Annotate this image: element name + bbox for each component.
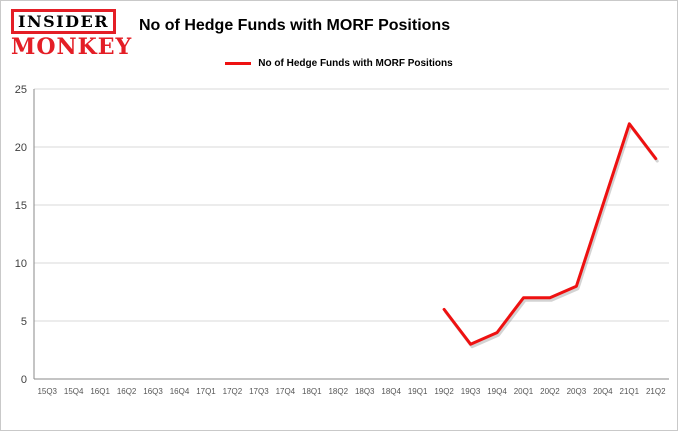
insider-monkey-logo: INSIDER MONKEY xyxy=(11,9,132,58)
x-tick-label: 17Q4 xyxy=(276,387,296,396)
x-tick-label: 19Q3 xyxy=(461,387,481,396)
series-line-shadow xyxy=(444,124,659,349)
x-tick-label: 15Q4 xyxy=(64,387,84,396)
x-tick-label: 18Q3 xyxy=(355,387,375,396)
y-tick-label: 10 xyxy=(15,258,27,270)
x-tick-label: 19Q1 xyxy=(408,387,428,396)
y-tick-label: 20 xyxy=(15,142,27,154)
gridlines-group xyxy=(34,88,669,322)
x-tick-label: 18Q4 xyxy=(381,387,401,396)
y-tick-label: 0 xyxy=(21,374,27,386)
x-axis-labels-group: 15Q3 15Q4 16Q1 16Q2 16Q3 16Q4 17Q1 17Q2 17Q3 17Q4… xyxy=(37,387,666,396)
legend-line-swatch xyxy=(225,62,252,65)
x-tick-label: 16Q2 xyxy=(117,387,137,396)
x-tick-label: 17Q2 xyxy=(223,387,243,396)
series-line xyxy=(442,122,658,346)
logo-line-monkey: MONKEY xyxy=(11,34,133,60)
x-tick-label: 19Q2 xyxy=(434,387,454,396)
x-tick-label: 18Q1 xyxy=(302,387,322,396)
x-tick-label: 21Q2 xyxy=(646,387,666,396)
x-tick-label: 20Q4 xyxy=(593,387,613,396)
x-tick-label: 16Q1 xyxy=(90,387,110,396)
y-tick-label: 25 xyxy=(15,84,27,96)
x-tick-label: 16Q3 xyxy=(143,387,163,396)
logo-line-insider: INSIDER xyxy=(11,9,117,34)
axes-group xyxy=(33,89,669,380)
x-tick-label: 20Q1 xyxy=(514,387,534,396)
x-tick-label: 20Q3 xyxy=(567,387,587,396)
legend-label: No of Hedge Funds with MORF Positions xyxy=(258,58,453,69)
x-tick-label: 16Q4 xyxy=(170,387,190,396)
x-tick-label: 20Q2 xyxy=(540,387,560,396)
x-tick-label: 17Q1 xyxy=(196,387,216,396)
y-axis-labels-group: 0 5 10 15 20 25 xyxy=(15,84,27,386)
y-tick-label: 5 xyxy=(21,316,27,328)
x-tick-label: 19Q4 xyxy=(487,387,507,396)
x-tick-label: 18Q2 xyxy=(328,387,348,396)
chart-title: No of Hedge Funds with MORF Positions xyxy=(139,17,451,34)
chart-legend: No of Hedge Funds with MORF Positions xyxy=(1,58,677,69)
x-tick-label: 15Q3 xyxy=(37,387,57,396)
x-tick-label: 21Q1 xyxy=(620,387,640,396)
x-tick-label: 17Q3 xyxy=(249,387,269,396)
y-tick-label: 15 xyxy=(15,200,27,212)
